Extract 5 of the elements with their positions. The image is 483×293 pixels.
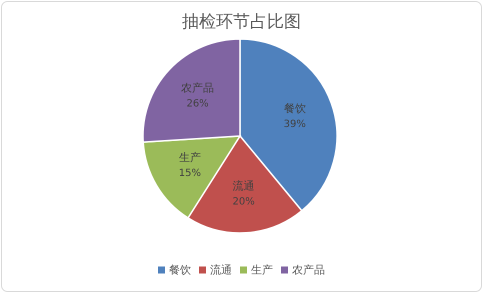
- legend-label: 农产品: [292, 264, 325, 276]
- legend-label: 流通: [210, 264, 232, 276]
- legend-label: 餐饮: [169, 264, 191, 276]
- legend-label: 生产: [251, 264, 273, 276]
- title: 抽检环节占比图: [182, 12, 301, 32]
